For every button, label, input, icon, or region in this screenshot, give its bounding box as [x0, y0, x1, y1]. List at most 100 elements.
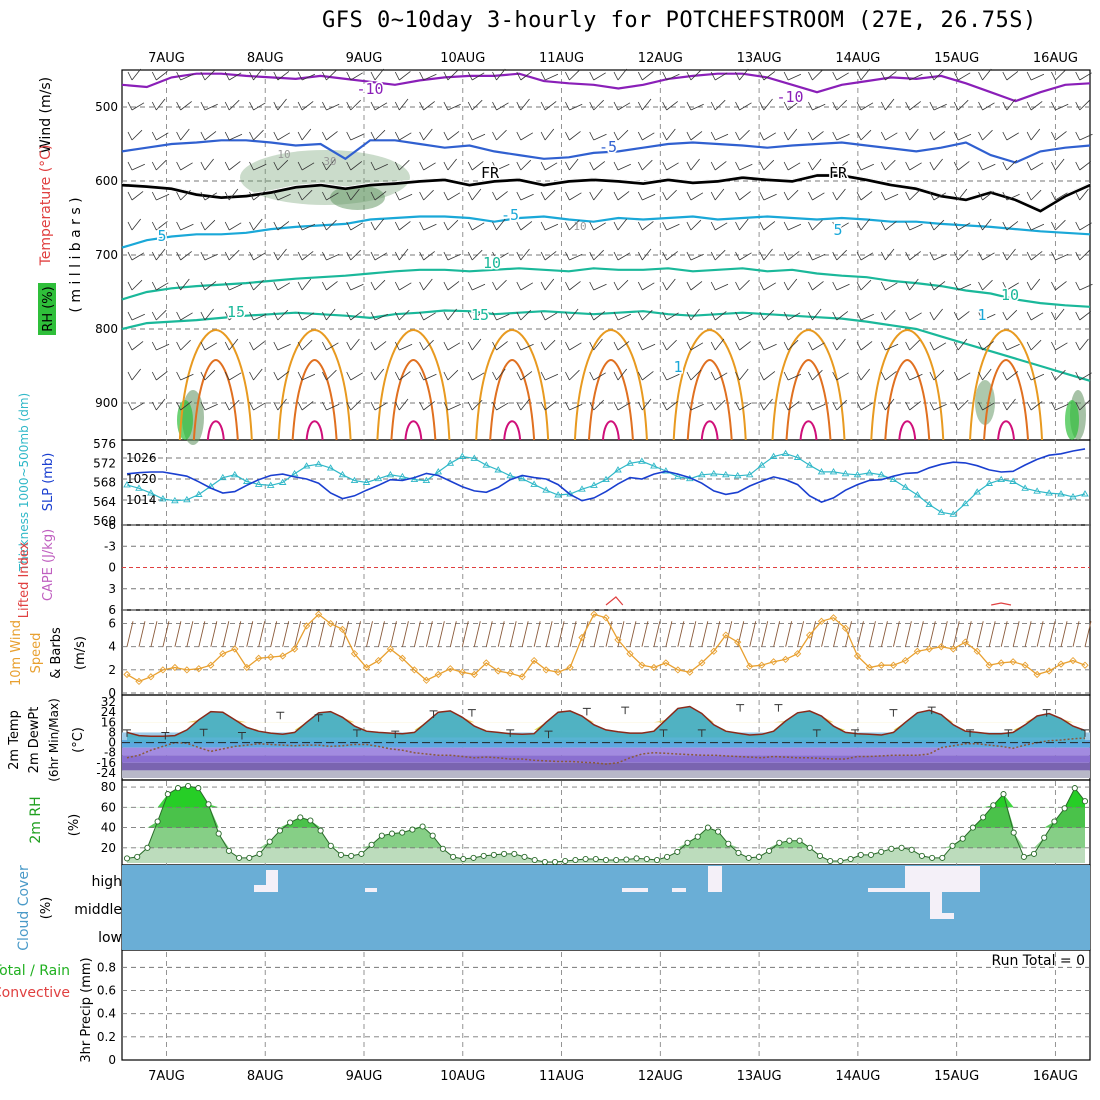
wind-barb — [419, 278, 433, 291]
wind-barb — [978, 401, 995, 411]
wind-barb — [759, 309, 775, 321]
wind10m-point — [207, 661, 215, 669]
wind-barb — [953, 281, 972, 291]
wind-barb — [905, 101, 921, 111]
rh-contour-label: 30 — [323, 155, 336, 168]
rh2m-point — [164, 791, 171, 798]
cloud-axis-label: Cloud Cover — [16, 865, 32, 951]
wind-barb — [540, 161, 558, 171]
temp-axis-label: 2m Temp — [7, 710, 22, 770]
wind-barb — [686, 341, 704, 351]
wind10m-point — [195, 665, 203, 673]
wind-barb — [686, 191, 704, 201]
thickness-point — [626, 459, 634, 466]
wind-barb — [929, 251, 947, 261]
pressure-axis-label: ( m i l l i b a r s ) — [68, 197, 84, 312]
isotherm-30-loop — [305, 420, 324, 441]
wind-barb — [346, 131, 364, 141]
rh2m-point — [551, 858, 559, 866]
rh2m-panel: 20 40 60 80 2m RH (%) — [28, 780, 1090, 866]
rh2m-point — [368, 841, 375, 848]
thickness-point — [494, 466, 502, 473]
temp-6hr-max-marker — [1042, 709, 1051, 717]
wind-barb — [151, 248, 166, 261]
wind-barb — [297, 339, 313, 351]
wind10m-barb — [222, 621, 230, 647]
rh2m-point — [664, 853, 671, 860]
wind-tick-label: 2 — [108, 663, 116, 677]
rh2m-point — [215, 830, 222, 837]
wind10m-point — [614, 636, 622, 644]
wind-barb — [856, 68, 871, 81]
wind-barb — [1051, 251, 1069, 261]
wind-barb — [808, 281, 824, 291]
wind-barb — [224, 371, 242, 381]
rh2m-point — [256, 850, 263, 857]
temp-tick-label: -24 — [96, 766, 116, 780]
wind-barb — [978, 101, 995, 111]
thickness-point — [769, 452, 778, 459]
rh2m-point — [633, 855, 640, 862]
wind-barb — [297, 128, 312, 141]
wind-barb — [759, 191, 777, 201]
wind-barb — [322, 369, 337, 381]
rh2m-point — [297, 814, 304, 821]
rh2m-point — [276, 827, 283, 834]
thickness-point — [410, 475, 419, 483]
wind-barb — [297, 371, 316, 381]
wind-barb — [686, 131, 703, 141]
thickness-point — [1069, 493, 1077, 500]
wind-barb — [759, 398, 773, 411]
wind-barb — [783, 311, 801, 321]
wind10m-point — [231, 645, 239, 653]
temperature-contour-label: 5 — [833, 221, 842, 239]
wind10m-point — [853, 652, 862, 660]
wind-barb — [516, 71, 533, 81]
isotherm-20-loop — [475, 328, 550, 441]
wind-barb — [686, 251, 704, 261]
thickness-point — [530, 480, 538, 487]
wind-barb — [589, 131, 607, 141]
thickness-point — [374, 474, 383, 482]
wind-barb — [176, 371, 194, 381]
thickness-point — [243, 477, 251, 484]
wind10m-point — [925, 645, 933, 653]
wind-barb — [249, 341, 265, 351]
wind10m-point — [889, 661, 898, 669]
wind10m-barb — [904, 621, 912, 647]
panel-frame-thick — [121, 439, 1091, 526]
isotherm-20-loop — [870, 328, 945, 441]
wind10m-barb — [186, 621, 194, 647]
rh2m-point — [694, 833, 701, 840]
wind-barb — [249, 161, 267, 171]
cloud-cover-block — [708, 866, 722, 892]
rh2m-point — [735, 849, 742, 856]
wind-barb — [565, 158, 579, 171]
cloud-cover-block — [868, 888, 908, 892]
slp-tick-label: 1026 — [126, 451, 157, 465]
thickness-point — [745, 470, 754, 478]
wind-barb — [370, 279, 386, 291]
wind-barb — [224, 249, 240, 261]
wind-barb — [346, 161, 363, 171]
wind-barb — [880, 159, 896, 171]
wind-barb — [880, 371, 897, 381]
wind-barb — [322, 251, 340, 261]
rh-area-band — [127, 786, 1085, 828]
temp-6hr-max-marker — [927, 706, 936, 715]
wind10m-point — [746, 662, 754, 671]
isotherm-25-loop — [489, 358, 536, 441]
wind-barb — [929, 281, 946, 291]
rh2m-point — [399, 829, 406, 836]
wind-barb — [953, 311, 970, 321]
wind-barb — [565, 101, 583, 111]
wind-barb — [735, 161, 753, 171]
wind-barb — [516, 98, 530, 111]
wind-barb — [467, 131, 486, 141]
wind-barb — [1026, 278, 1041, 291]
wind-barb — [249, 68, 263, 81]
wind10m-point — [901, 656, 910, 665]
wind-barb — [200, 401, 218, 411]
wind10m-point — [458, 668, 466, 676]
rh-tick-label: 80 — [101, 780, 116, 794]
